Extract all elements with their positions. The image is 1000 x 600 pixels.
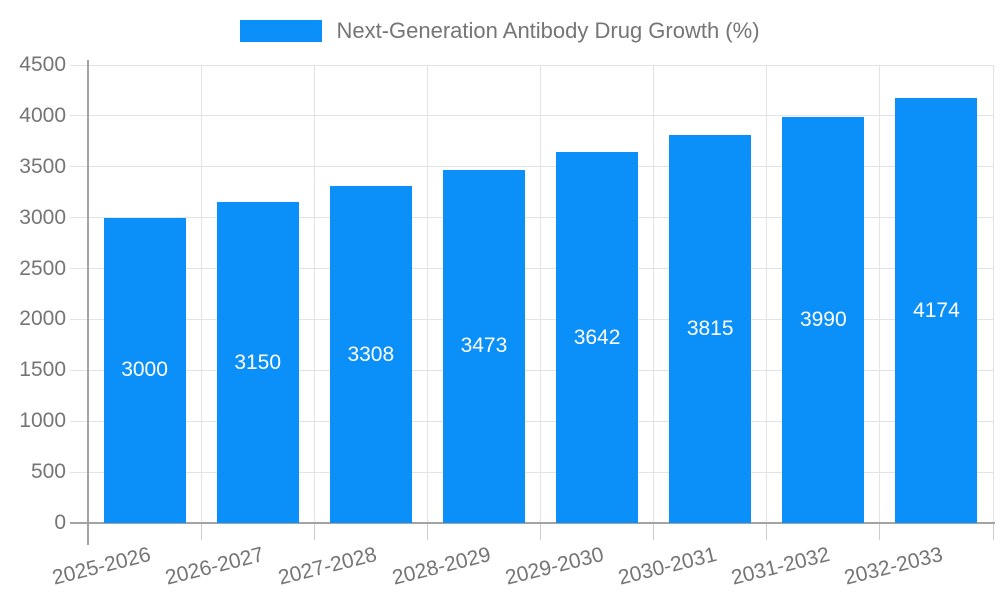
bar-value-label: 3642 [573, 325, 621, 349]
y-tick-label: 3500 [19, 154, 66, 178]
legend-swatch [240, 20, 323, 42]
x-tick-mark [992, 523, 994, 540]
bar [895, 98, 978, 523]
y-tick-label: 0 [54, 511, 66, 534]
gridline-v [540, 65, 541, 523]
bar-value-label: 3000 [121, 358, 168, 382]
bar-value-label: 3308 [347, 342, 395, 366]
gridline-h [70, 471, 993, 473]
gridline-v [313, 65, 315, 523]
y-tick-label: 1000 [19, 409, 66, 433]
gridline-v [653, 65, 655, 523]
y-tick-label: 1500 [19, 358, 66, 382]
y-tick-label: 4000 [19, 103, 66, 127]
x-tick-label: 2031-2032 [728, 543, 832, 590]
bar-value-label: 3473 [460, 334, 508, 358]
legend-label: Next-Generation Antibody Drug Growth (%) [336, 18, 760, 43]
x-tick-mark [313, 523, 315, 540]
x-tick-label: 2029-2030 [502, 543, 606, 590]
x-tick-label: 2027-2028 [276, 543, 380, 590]
bar-value-label: 4174 [913, 298, 960, 322]
gridline-v [992, 65, 994, 523]
gridline-h [70, 166, 993, 168]
bar [442, 169, 525, 523]
y-tick-label: 500 [30, 460, 66, 484]
gridline-v [426, 65, 428, 523]
bar-value-label: 3150 [234, 350, 282, 374]
bar [329, 186, 412, 523]
gridline-h [70, 217, 993, 219]
x-tick-mark [766, 523, 768, 540]
x-tick-label: 2028-2029 [389, 543, 493, 590]
x-tick-mark [426, 523, 428, 540]
bar [669, 134, 752, 523]
gridline-h [70, 318, 993, 320]
x-tick-label: 2025-2026 [50, 543, 154, 590]
y-tick-label: 2000 [19, 307, 66, 331]
gridline-h [70, 369, 993, 371]
gridline-h [70, 64, 993, 66]
gridline-v [879, 65, 881, 523]
gridline-h [70, 115, 993, 117]
x-tick-mark [540, 523, 541, 540]
chart-legend: Next-Generation Antibody Drug Growth (%) [0, 18, 1000, 44]
gridline-v [200, 65, 202, 523]
gridline-v [766, 65, 768, 523]
x-tick-mark [879, 523, 881, 540]
x-tick-label: 2030-2031 [615, 543, 719, 590]
y-tick-label: 2500 [19, 256, 66, 280]
x-axis-line [70, 522, 995, 524]
x-tick-mark [200, 523, 202, 540]
x-tick-label: 2032-2033 [841, 543, 946, 590]
bar [556, 152, 639, 523]
y-axis-line [87, 60, 89, 545]
y-tick-label: 3000 [19, 205, 66, 229]
bar [216, 202, 299, 523]
bar-value-label: 3815 [686, 316, 734, 340]
bar [103, 217, 186, 523]
bar-value-label: 3990 [799, 307, 847, 331]
bar [782, 116, 865, 523]
x-tick-label: 2026-2027 [163, 543, 267, 590]
gridline-h [70, 420, 993, 422]
x-tick-mark [653, 523, 655, 540]
gridline-h [70, 268, 993, 270]
y-tick-label: 4500 [19, 53, 66, 76]
